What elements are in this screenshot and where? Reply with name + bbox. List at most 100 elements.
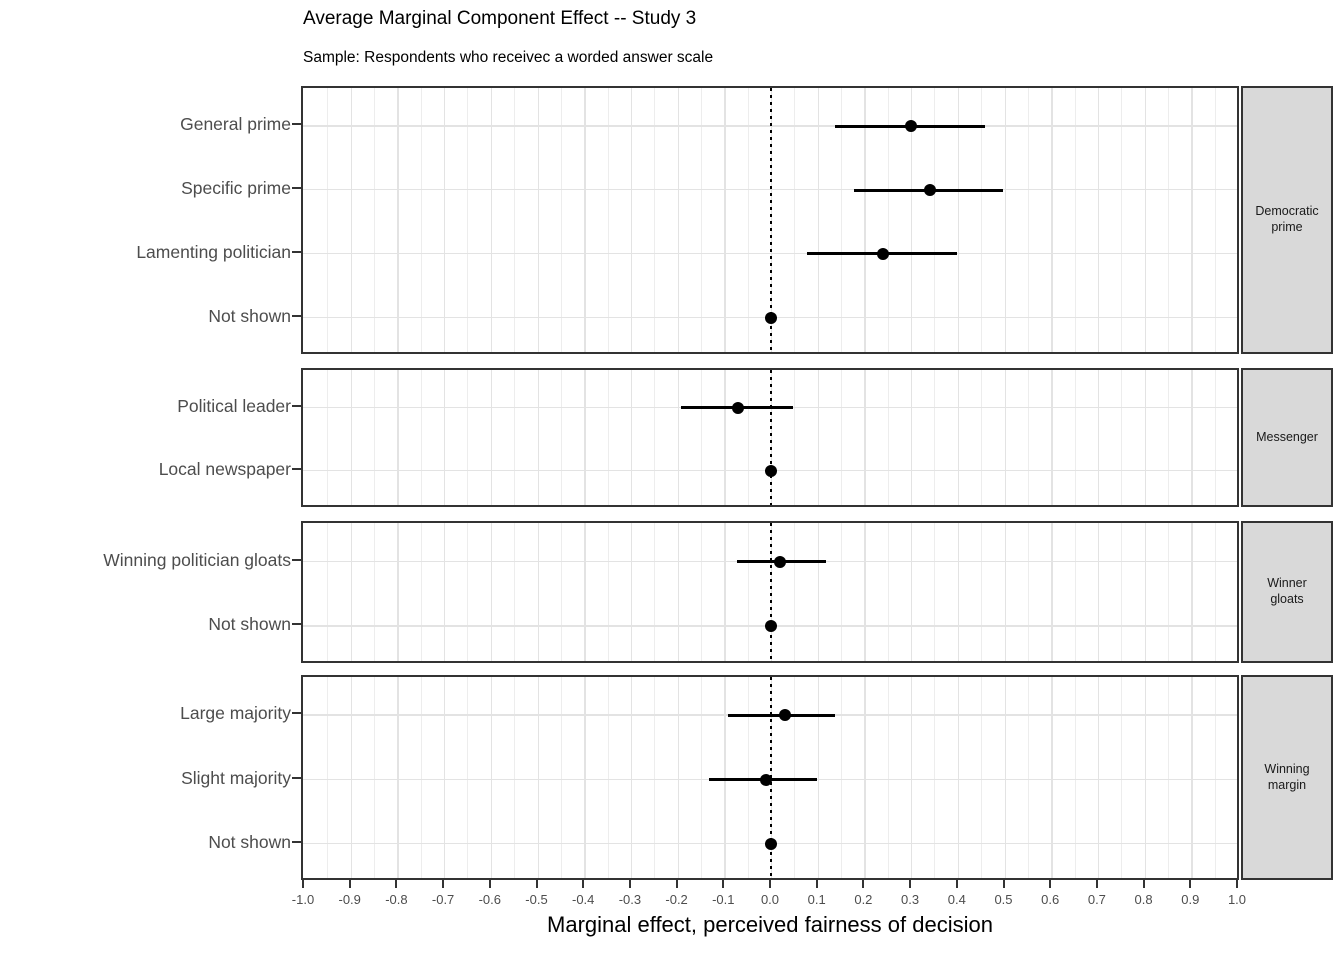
x-axis-tick-label: -0.8 <box>385 892 408 907</box>
x-axis-tick <box>862 880 865 888</box>
gridline-minor <box>841 523 843 661</box>
x-axis-tick <box>1142 880 1145 888</box>
gridline-minor <box>420 523 422 661</box>
gridline-minor <box>1074 88 1076 352</box>
gridline-major <box>350 370 353 505</box>
x-axis-tick <box>815 880 818 888</box>
y-axis-tick <box>292 840 302 843</box>
gridline-major <box>444 523 446 661</box>
gridline-minor <box>1074 370 1076 505</box>
gridline-minor <box>700 370 702 505</box>
y-axis-label: Not shown <box>208 614 291 635</box>
gridline-major <box>584 88 586 352</box>
gridline-major <box>350 88 353 352</box>
gridline-major <box>817 370 820 505</box>
x-axis-tick-label: 0.5 <box>994 892 1013 907</box>
point-estimate <box>905 120 918 133</box>
gridline-minor <box>700 677 702 878</box>
gridline-minor <box>934 88 936 352</box>
gridline-major <box>911 88 913 352</box>
x-axis-tick <box>1189 880 1192 888</box>
y-axis-label: Not shown <box>208 831 291 852</box>
gridline-minor <box>700 88 702 352</box>
gridline-minor <box>1121 523 1123 661</box>
gridline-minor <box>654 677 656 878</box>
gridline-major <box>864 677 866 878</box>
point-estimate <box>765 311 777 324</box>
x-axis-tick-label: -1.0 <box>291 892 315 907</box>
gridline-major <box>490 677 493 878</box>
gridline-major <box>444 677 446 878</box>
gridline-major <box>724 677 726 878</box>
gridline-major <box>1144 523 1146 661</box>
gridline-major <box>724 523 726 661</box>
x-axis-tick-label: -0.9 <box>338 892 361 907</box>
gridline-major <box>537 677 539 878</box>
gridline-major <box>630 523 633 661</box>
gridline-minor <box>654 370 656 505</box>
facet-strip-label: Winning <box>1264 761 1310 776</box>
gridline-minor <box>981 523 983 661</box>
gridline-major <box>397 677 399 878</box>
point-estimate <box>765 837 777 850</box>
facet-strip-label: Winner <box>1267 576 1307 591</box>
gridline-major <box>957 370 960 505</box>
gridline-minor <box>420 370 422 505</box>
y-axis-tick <box>292 468 302 471</box>
gridline-major <box>584 677 586 878</box>
gridline-major <box>444 88 446 352</box>
gridline-major <box>350 677 353 878</box>
x-axis-tick <box>442 880 445 888</box>
gridline-minor <box>794 523 796 661</box>
gridline-minor <box>420 677 422 878</box>
gridline-minor <box>934 370 936 505</box>
x-axis-tick <box>395 880 398 888</box>
gridline-minor <box>1214 88 1216 352</box>
gridline-major <box>1051 88 1053 352</box>
x-axis-tick-label: 0.1 <box>807 892 826 907</box>
gridline-major <box>630 370 633 505</box>
gridline-major <box>864 88 866 352</box>
gridline-minor <box>1074 523 1076 661</box>
x-axis-tick <box>348 880 351 888</box>
x-axis-tick <box>535 880 538 888</box>
y-axis-label: Large majority <box>180 703 291 724</box>
x-axis-tick <box>955 880 958 888</box>
gridline-major <box>724 88 726 352</box>
gridline-major <box>1004 677 1006 878</box>
gridline-minor <box>747 677 749 878</box>
chart-subtitle: Sample: Respondents who receivec a worde… <box>303 49 714 66</box>
gridline-major <box>1097 523 1100 661</box>
gridline-major <box>1191 370 1193 505</box>
gridline-minor <box>887 677 889 878</box>
gridline-minor <box>514 677 516 878</box>
gridline-minor <box>1121 677 1123 878</box>
gridline-minor <box>327 370 329 505</box>
point-estimate <box>765 465 777 478</box>
gridline-minor <box>607 370 609 505</box>
gridline-minor <box>1214 370 1216 505</box>
x-axis-tick-label: 0.4 <box>947 892 966 907</box>
y-axis-tick <box>292 250 302 253</box>
x-axis-tick-label: 0.6 <box>1041 892 1060 907</box>
gridline-minor <box>560 523 562 661</box>
y-axis-tick <box>292 776 302 779</box>
gridline-minor <box>700 523 702 661</box>
x-axis-tick <box>675 880 678 888</box>
facet-panel-2 <box>301 521 1239 663</box>
gridline-major <box>1004 370 1006 505</box>
x-axis-tick-label: 0.0 <box>760 892 780 907</box>
x-axis-tick <box>488 880 491 888</box>
gridline-minor <box>514 523 516 661</box>
facet-strip-label: margin <box>1267 777 1307 792</box>
gridline-minor <box>794 370 796 505</box>
gridline-minor <box>1214 523 1216 661</box>
gridline-major <box>957 88 960 352</box>
gridline-major <box>1144 88 1146 352</box>
gridline-minor <box>467 88 469 352</box>
facet-strip-2: Winner gloats <box>1241 521 1333 663</box>
gridline-minor <box>934 523 936 661</box>
point-estimate <box>760 773 773 786</box>
gridline-minor <box>560 370 562 505</box>
gridline-minor <box>981 88 983 352</box>
